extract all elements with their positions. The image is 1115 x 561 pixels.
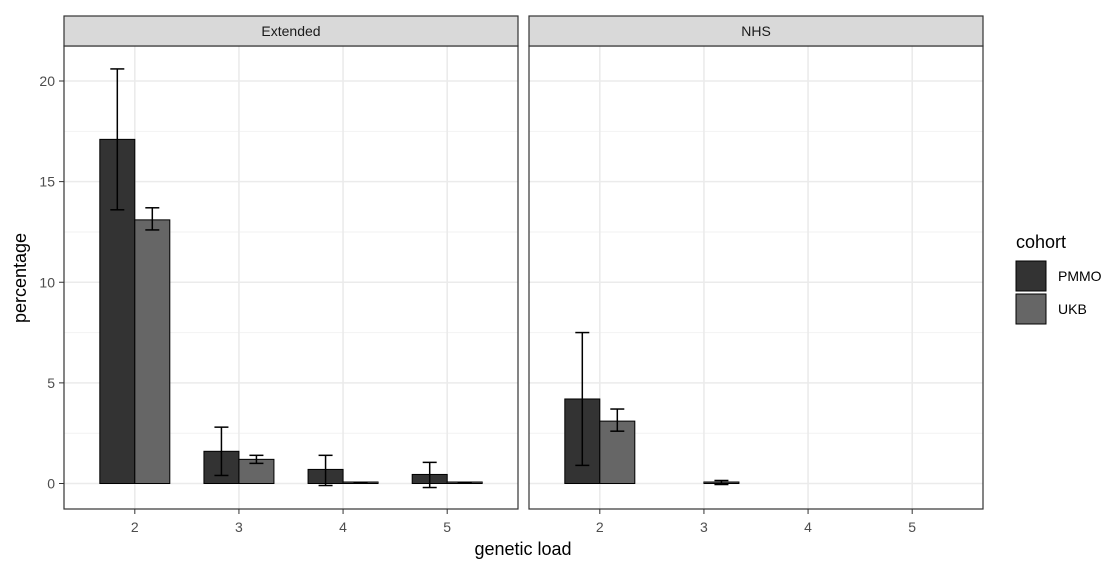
- x-tick-label: 3: [235, 519, 243, 535]
- y-tick-label: 20: [39, 73, 55, 89]
- y-axis-title: percentage: [10, 233, 30, 323]
- legend-swatch-pmmo: [1015, 260, 1047, 292]
- y-tick-label: 0: [47, 476, 55, 492]
- y-tick-label: 15: [39, 174, 55, 190]
- facet-strip-label: NHS: [741, 23, 771, 39]
- x-tick-label: 3: [700, 519, 708, 535]
- error-bar-pmmo: [110, 68, 125, 211]
- legend-entry-pmmo: PMMO: [1015, 260, 1102, 292]
- error-bar-pmmo: [422, 461, 437, 489]
- facet-panel-nhs: NHS 2 3 4 5: [528, 15, 984, 535]
- x-tick-label: 4: [804, 519, 812, 535]
- legend-swatch-ukb: [1015, 293, 1047, 325]
- x-tick-label: 2: [596, 519, 604, 535]
- legend-entry-ukb: UKB: [1015, 293, 1087, 325]
- y-tick-label: 5: [47, 375, 55, 391]
- x-tick-label: 5: [443, 519, 451, 535]
- error-bar-ukb: [714, 479, 729, 486]
- error-bar-pmmo: [318, 454, 333, 487]
- error-bar-pmmo: [214, 426, 229, 477]
- facet-strip: [63, 15, 519, 47]
- x-tick-label: 5: [908, 519, 916, 535]
- facet-strip: [528, 15, 984, 47]
- y-tick-label: 10: [39, 274, 55, 290]
- series-ukb: [599, 408, 740, 486]
- error-bar-ukb: [249, 454, 264, 465]
- series-ukb: [134, 207, 483, 485]
- legend-title: cohort: [1016, 232, 1066, 252]
- error-bar-pmmo: [575, 331, 590, 467]
- facet-panel-extended: Extended 2 3 4 5: [63, 15, 519, 535]
- legend: cohort PMMO UKB: [1015, 232, 1102, 325]
- x-axis-title: genetic load: [474, 539, 571, 559]
- error-bar-ukb: [610, 408, 625, 432]
- legend-label-pmmo: PMMO: [1058, 268, 1102, 284]
- x-tick-label: 4: [339, 519, 347, 535]
- error-bar-ukb: [145, 207, 160, 231]
- series-pmmo: [564, 331, 601, 485]
- bar-ukb: [134, 219, 171, 485]
- x-tick-label: 2: [131, 519, 139, 535]
- facet-strip-label: Extended: [261, 23, 320, 39]
- legend-label-ukb: UKB: [1058, 301, 1087, 317]
